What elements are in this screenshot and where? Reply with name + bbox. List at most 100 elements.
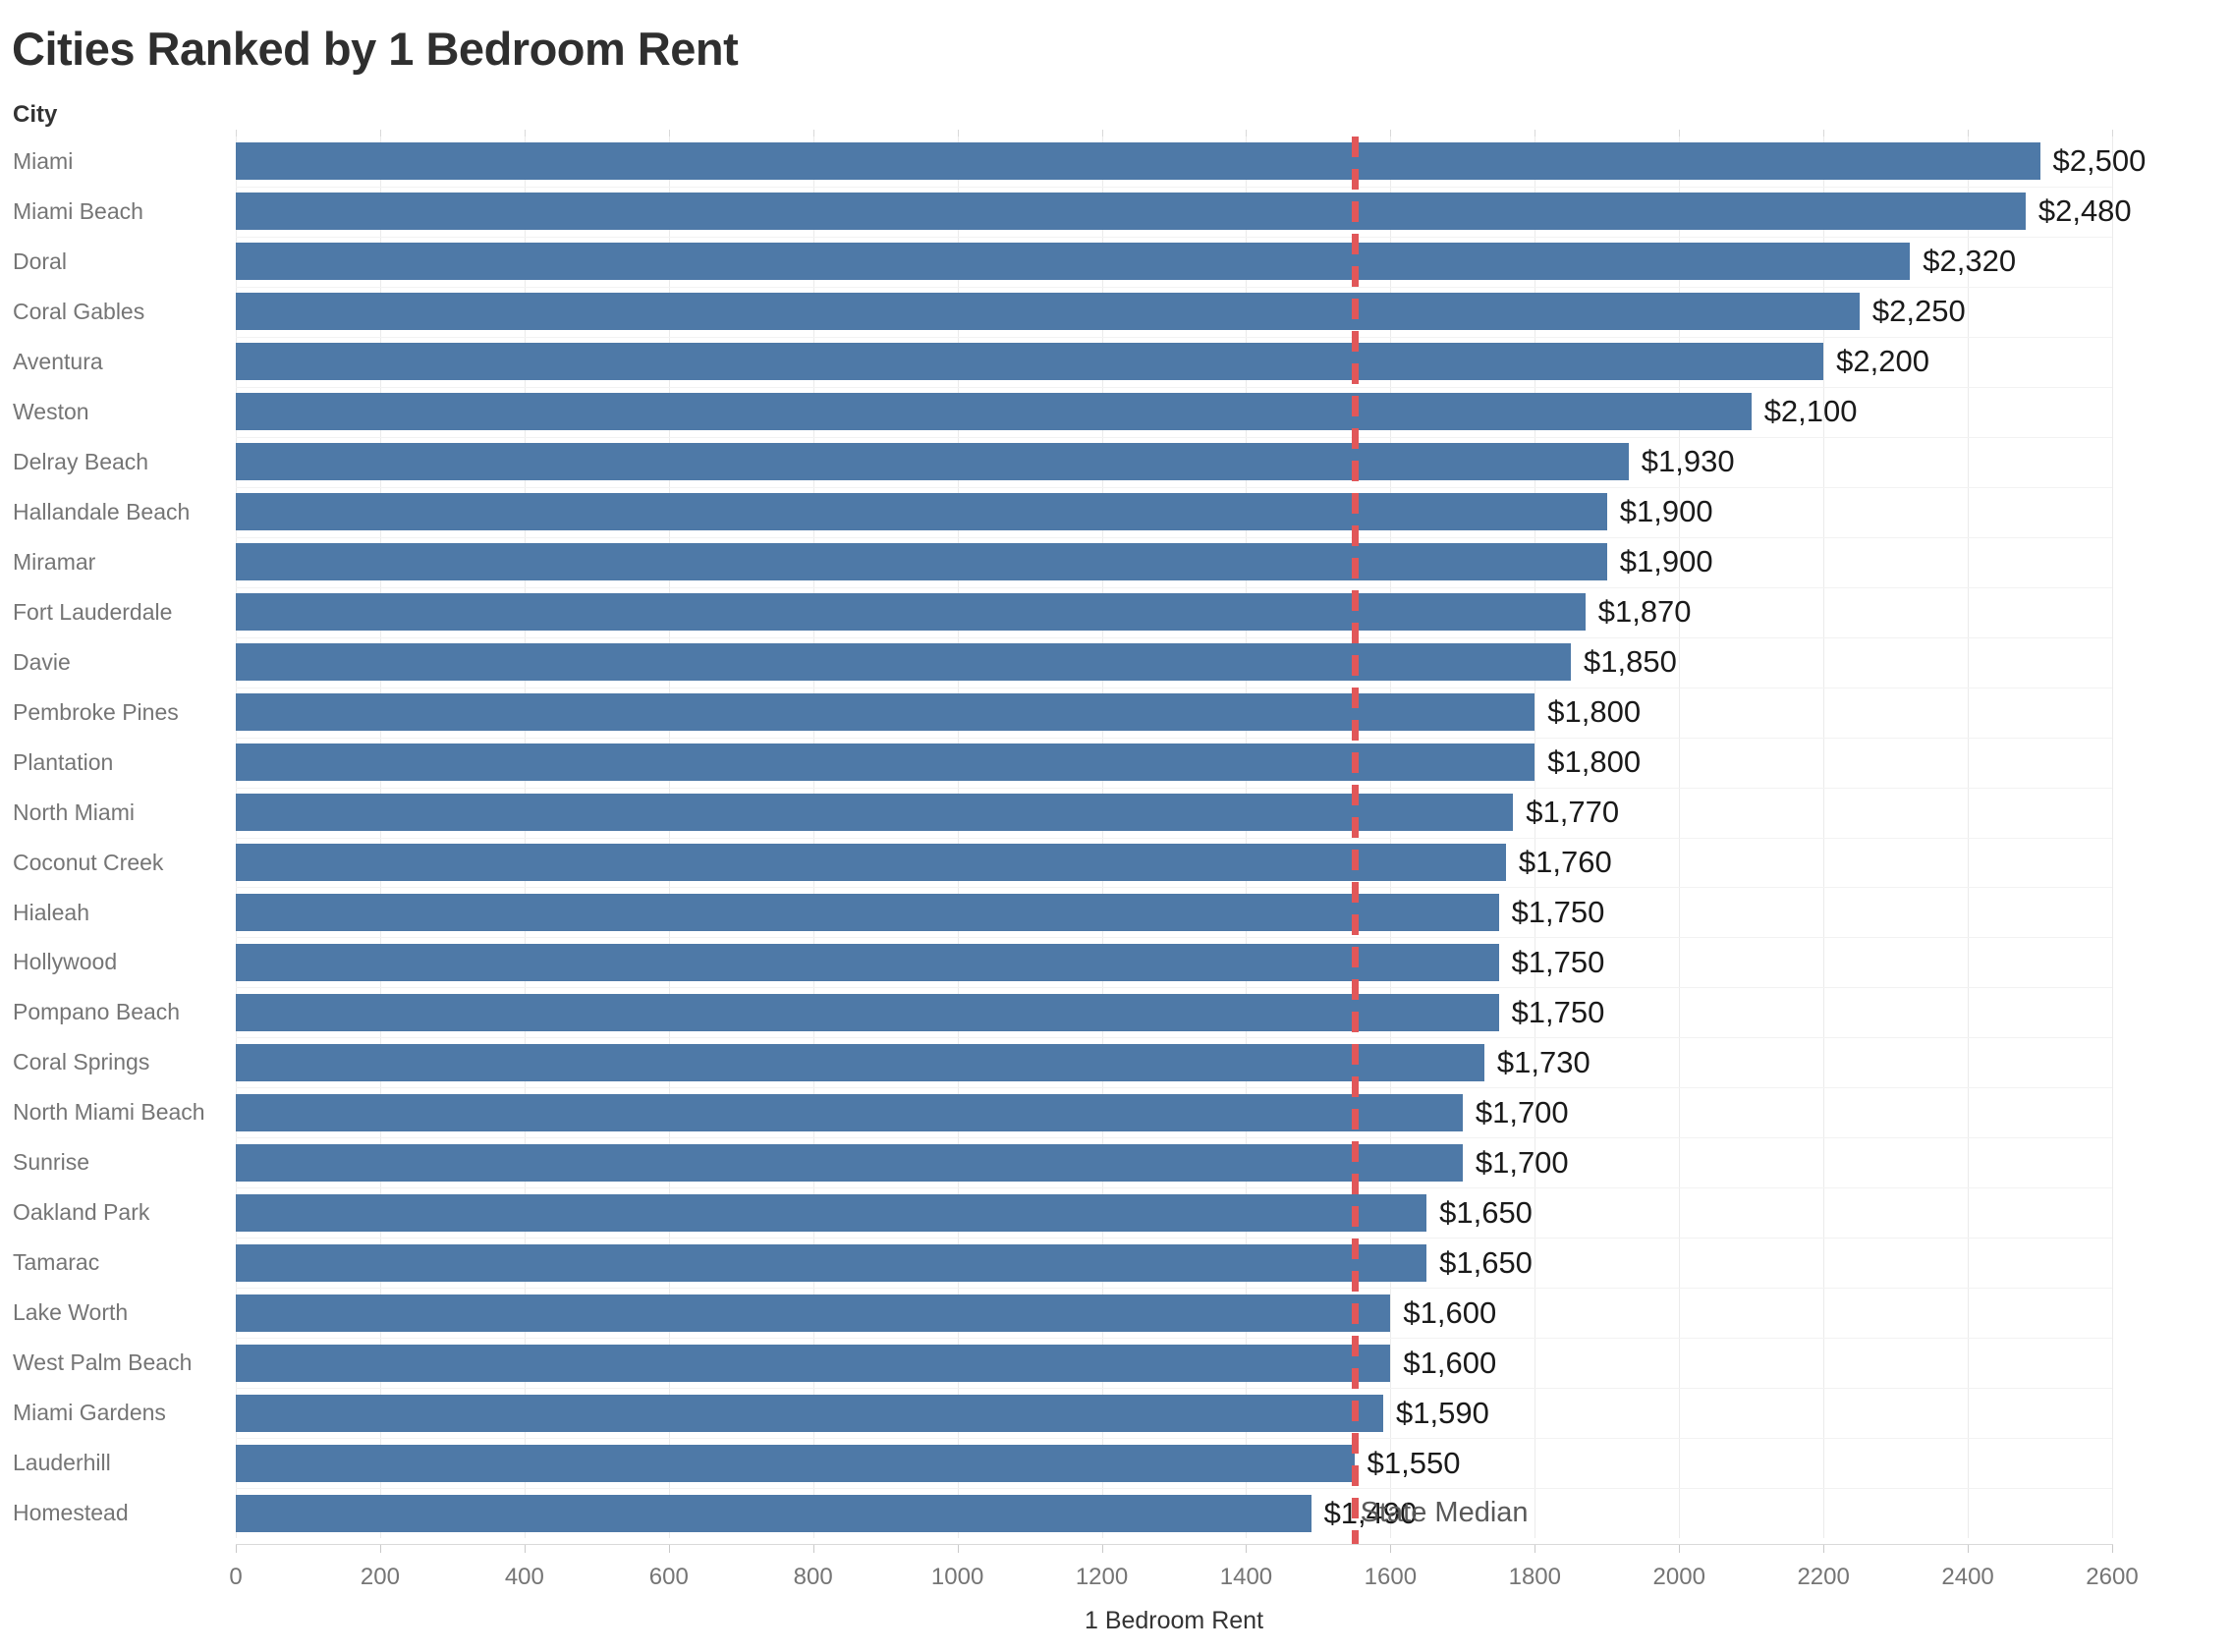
chart-row: Delray Beach $1,930 xyxy=(0,437,2232,487)
rent-bar[interactable] xyxy=(236,443,1629,481)
rent-value-label: $1,490 xyxy=(1323,1495,1418,1530)
rent-value-label: $2,100 xyxy=(1763,394,1858,429)
x-axis-tick-labels: 0 200 400 600 800 1000 1200 1400 1600 1800 2000 220… xyxy=(229,1564,2139,1590)
city-label: Aventura xyxy=(13,348,103,374)
chart-row: North Miami $1,770 xyxy=(0,788,2232,838)
rent-value-label: $2,320 xyxy=(1923,244,2017,279)
rent-bar[interactable] xyxy=(236,543,1607,581)
chart-row: Fort Lauderdale $1,870 xyxy=(0,587,2232,637)
rent-bar[interactable] xyxy=(236,693,1535,732)
rent-bar[interactable] xyxy=(236,493,1607,531)
rent-bar[interactable] xyxy=(236,1444,1355,1482)
rent-value-label: $1,730 xyxy=(1496,1044,1590,1079)
rent-bar[interactable] xyxy=(236,1394,1384,1432)
chart-row: North Miami Beach $1,700 xyxy=(0,1087,2232,1137)
bar-area: $1,750 xyxy=(236,888,2112,938)
rent-bar[interactable] xyxy=(236,1494,1311,1532)
city-label: Weston xyxy=(13,398,89,424)
city-label: Pembroke Pines xyxy=(13,698,179,725)
chart-row: Pembroke Pines $1,800 xyxy=(0,688,2232,738)
chart-row: Miami Gardens $1,590 xyxy=(0,1388,2232,1438)
bar-area: $1,700 xyxy=(236,1087,2112,1137)
city-label: Sunrise xyxy=(13,1149,89,1176)
city-label: Doral xyxy=(13,248,67,274)
city-label: Hialeah xyxy=(13,899,89,925)
x-axis-line xyxy=(236,1544,2113,1545)
city-label: Delray Beach xyxy=(13,448,149,474)
rent-value-label: $1,590 xyxy=(1396,1395,1489,1430)
bar-area: $2,320 xyxy=(236,237,2112,287)
bar-area: $1,650 xyxy=(236,1238,2112,1288)
rent-value-label: $1,750 xyxy=(1511,895,1605,930)
rent-bar[interactable] xyxy=(236,844,1506,882)
rent-bar[interactable] xyxy=(236,1193,1427,1232)
rent-value-label: $2,500 xyxy=(2052,143,2147,179)
chart-row: Lauderhill $1,550 xyxy=(0,1438,2232,1488)
rent-bar[interactable] xyxy=(236,643,1572,682)
city-label: Miami xyxy=(13,147,74,174)
city-column-header: City xyxy=(13,101,58,128)
rent-value-label: $1,800 xyxy=(1547,694,1642,730)
bar-area: $2,500 xyxy=(236,137,2146,187)
rent-value-label: $1,600 xyxy=(1403,1345,1497,1380)
rent-value-label: $1,700 xyxy=(1475,1094,1569,1129)
rent-bar[interactable] xyxy=(236,1043,1484,1081)
rent-bar[interactable] xyxy=(236,1344,1391,1382)
rent-bar[interactable] xyxy=(236,993,1499,1031)
rent-bar[interactable] xyxy=(236,193,2026,231)
bar-area: $1,850 xyxy=(236,637,2112,688)
rent-value-label: $1,650 xyxy=(1439,1244,1533,1280)
city-label: Miami Gardens xyxy=(13,1400,166,1426)
rent-value-label: $1,900 xyxy=(1619,544,1713,579)
rent-bar[interactable] xyxy=(236,243,1911,281)
rent-bar[interactable] xyxy=(236,593,1586,632)
state-median-annotation: State Median xyxy=(1360,1496,1529,1528)
rent-bar[interactable] xyxy=(236,1093,1463,1131)
chart-row: Coral Gables $2,250 xyxy=(0,287,2232,337)
rent-value-label: $1,850 xyxy=(1584,644,1677,680)
bar-area: $1,900 xyxy=(236,487,2112,537)
rent-bar[interactable] xyxy=(236,343,1824,381)
rent-value-label: $1,770 xyxy=(1526,795,1620,830)
rent-bar[interactable] xyxy=(236,794,1514,832)
chart-title: Cities Ranked by 1 Bedroom Rent xyxy=(12,23,739,75)
x-axis-tick-marks xyxy=(236,1545,2113,1553)
city-label: Coconut Creek xyxy=(13,849,164,875)
bar-area: $1,650 xyxy=(236,1187,2112,1238)
city-label: Tamarac xyxy=(13,1249,100,1276)
city-label: North Miami Beach xyxy=(13,1099,205,1126)
chart-row: West Palm Beach $1,600 xyxy=(0,1338,2232,1388)
rent-bar[interactable] xyxy=(236,743,1535,782)
rent-value-label: $1,760 xyxy=(1518,845,1612,880)
rent-value-label: $1,930 xyxy=(1641,444,1735,479)
chart-row: Lake Worth $1,600 xyxy=(0,1288,2232,1338)
chart-row: Pompano Beach $1,750 xyxy=(0,987,2232,1037)
chart-row: Davie $1,850 xyxy=(0,637,2232,688)
bar-area: $1,800 xyxy=(236,688,2112,738)
city-label: Oakland Park xyxy=(13,1199,150,1226)
rent-bar[interactable] xyxy=(236,293,1860,331)
rent-bar[interactable] xyxy=(236,1143,1463,1182)
rent-bar[interactable] xyxy=(236,1294,1391,1332)
rent-bar[interactable] xyxy=(236,943,1499,981)
city-label: Davie xyxy=(13,648,71,675)
chart-row: Plantation $1,800 xyxy=(0,738,2232,788)
bar-rows-container: Miami $2,500 Miami Beach $2,480 Doral $2… xyxy=(0,137,2232,1538)
bar-area: $1,750 xyxy=(236,938,2112,988)
rent-value-label: $1,700 xyxy=(1475,1144,1569,1180)
rent-value-label: $1,900 xyxy=(1619,494,1713,529)
rent-bar[interactable] xyxy=(236,142,2040,181)
chart-row: Homestead $1,490 xyxy=(0,1488,2232,1538)
city-label: Hallandale Beach xyxy=(13,498,191,524)
rent-bar[interactable] xyxy=(236,894,1499,932)
city-label: Plantation xyxy=(13,748,114,775)
bar-area: $2,100 xyxy=(236,387,2112,437)
bar-area: $1,870 xyxy=(236,587,2112,637)
chart-row: Doral $2,320 xyxy=(0,237,2232,287)
rent-bar[interactable] xyxy=(236,393,1752,431)
rent-value-label: $1,870 xyxy=(1597,594,1692,630)
city-label: West Palm Beach xyxy=(13,1349,193,1376)
bar-area: $1,490 xyxy=(236,1488,2112,1538)
rent-bar[interactable] xyxy=(236,1243,1427,1282)
